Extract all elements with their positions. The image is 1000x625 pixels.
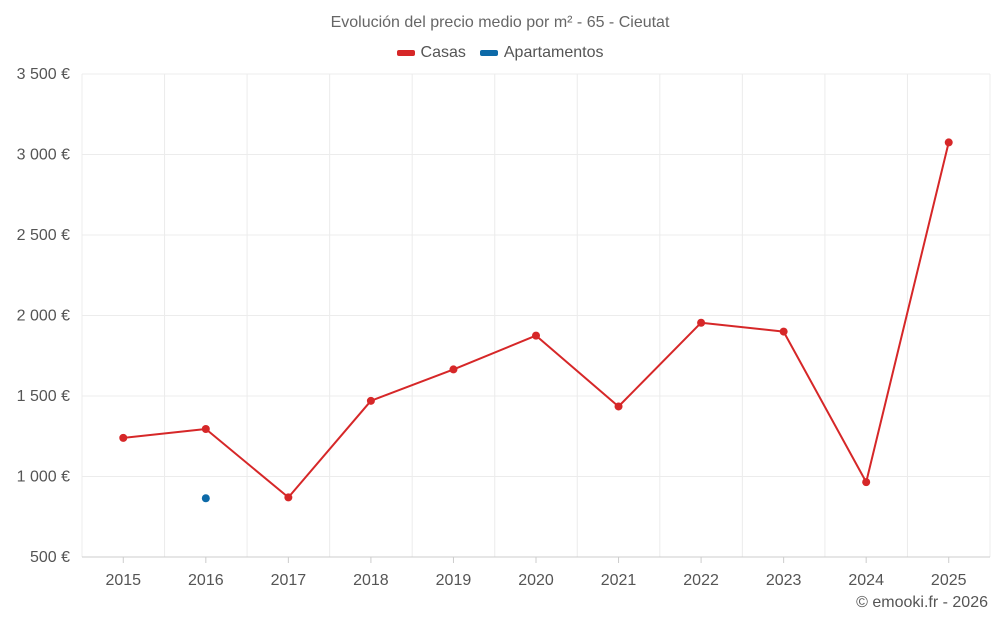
- x-tick-label: 2020: [518, 572, 554, 589]
- data-point-casas: [119, 433, 128, 442]
- legend-item-apartamentos[interactable]: Apartamentos: [479, 44, 604, 62]
- x-tick-label: 2017: [271, 572, 307, 589]
- y-tick-label: 3 500 €: [17, 66, 70, 83]
- axes: 500 € 1 000 € 1 500 € 2 000 € 2 500 € 3 000 €…: [17, 66, 990, 589]
- x-tick-label: 2016: [188, 572, 224, 589]
- series-layer: [119, 138, 953, 503]
- data-point-casas: [614, 402, 623, 411]
- legend-item-casas[interactable]: Casas: [396, 44, 466, 62]
- x-tick-label: 2019: [436, 572, 472, 589]
- x-tick-label: 2023: [766, 572, 802, 589]
- y-tick-label: 2 000 €: [17, 308, 70, 325]
- data-point-casas: [449, 365, 458, 374]
- x-tick-label: 2015: [105, 572, 141, 589]
- y-tick-label: 500 €: [30, 549, 70, 566]
- data-point-casas: [532, 331, 540, 340]
- y-tick-label: 1 500 €: [17, 388, 70, 405]
- x-tick-label: 2025: [931, 572, 967, 589]
- legend-label-casas: Casas: [420, 44, 466, 61]
- chart-title: Evolución del precio medio por m² - 65 -…: [330, 14, 670, 31]
- chart-legend: Casas Apartamentos: [0, 44, 1000, 62]
- data-point-apartamentos: [201, 494, 210, 503]
- x-tick-label: 2024: [848, 572, 884, 589]
- y-tick-label: 1 000 €: [17, 469, 70, 486]
- legend-swatch-apartamentos: [479, 50, 498, 56]
- credit-text: © emooki.fr - 2026: [856, 594, 988, 611]
- data-point-casas: [284, 493, 293, 502]
- data-point-casas: [366, 396, 375, 405]
- data-point-casas: [201, 425, 210, 434]
- data-point-casas: [779, 327, 788, 336]
- data-point-casas: [862, 478, 871, 487]
- x-tick-label: 2022: [683, 572, 719, 589]
- y-tick-label: 3 000 €: [17, 147, 70, 164]
- data-point-casas: [697, 318, 706, 327]
- data-point-casas: [944, 138, 953, 147]
- grid-lines: [81, 73, 991, 557]
- legend-label-apartamentos: Apartamentos: [503, 44, 604, 61]
- y-tick-label: 2 500 €: [17, 227, 70, 244]
- x-tick-label: 2018: [353, 572, 389, 589]
- legend-swatch-casas: [396, 50, 415, 56]
- x-tick-label: 2021: [601, 572, 637, 589]
